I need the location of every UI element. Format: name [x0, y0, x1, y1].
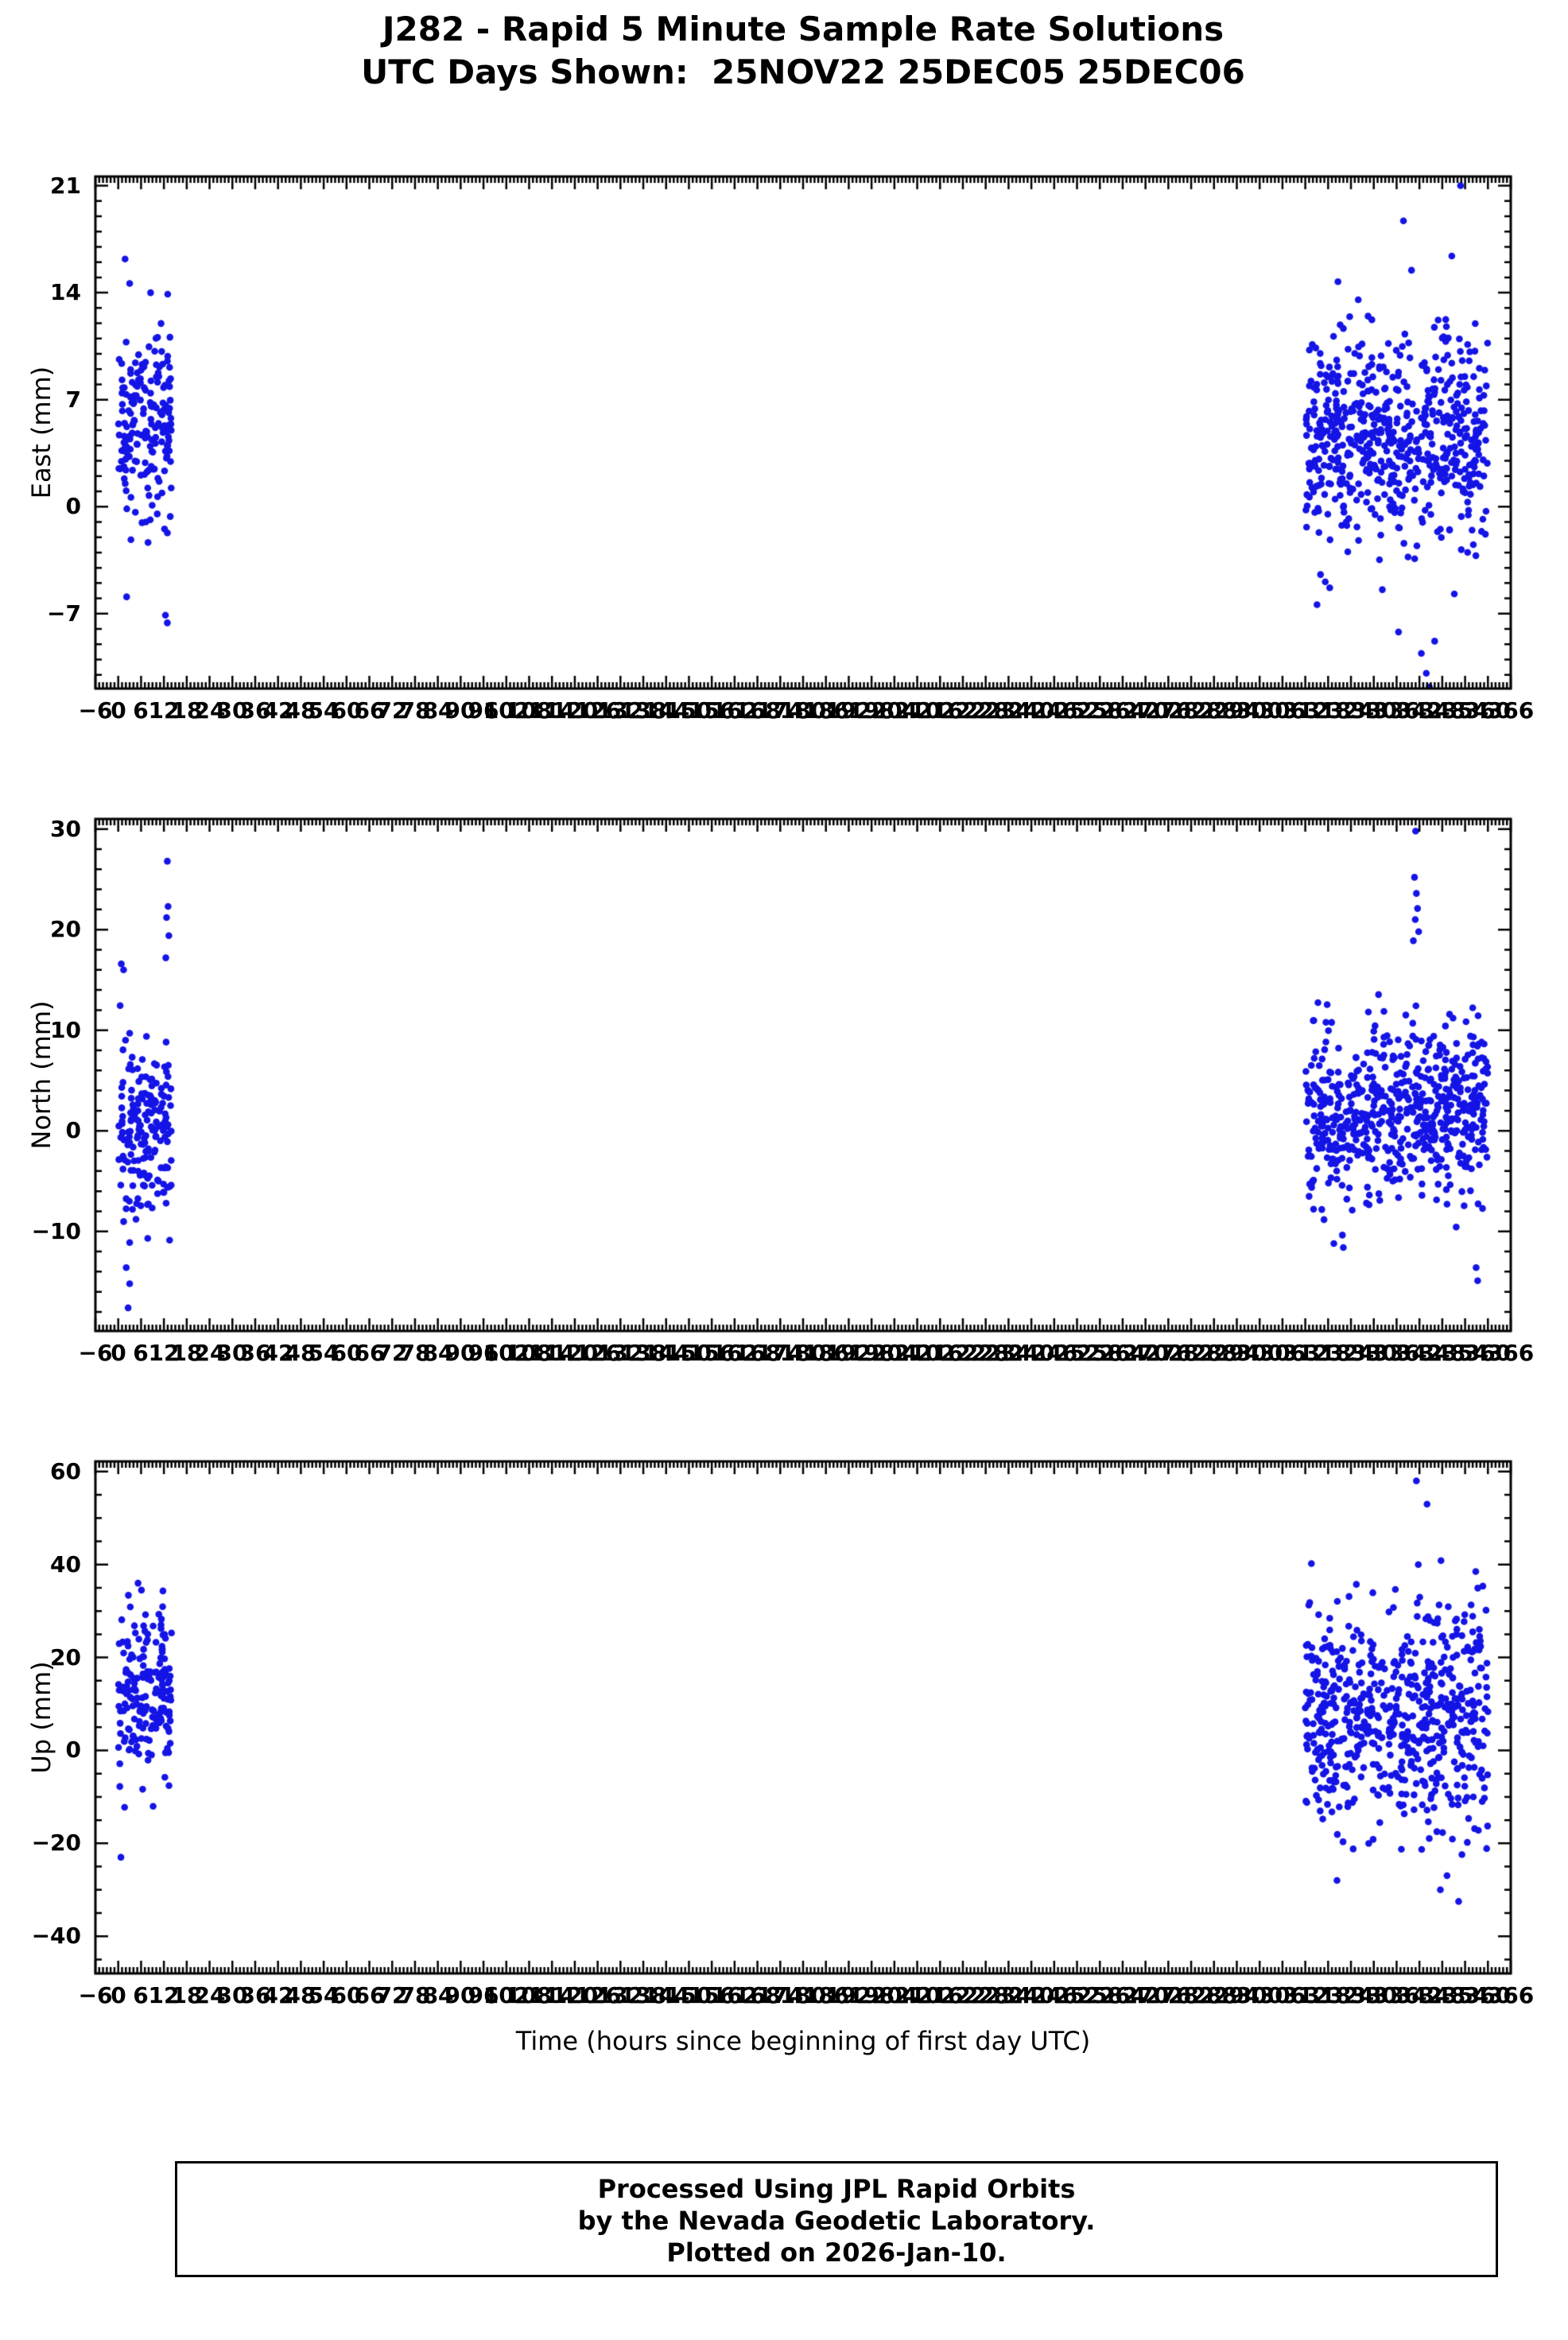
y-axis-label-north: North (mm)	[26, 1000, 56, 1150]
x-axis-title: Time (hours since beginning of first day…	[515, 2026, 1091, 2056]
footer-line-1: Processed Using JPL Rapid Orbits	[597, 2174, 1076, 2204]
y-axis-label-east: East (mm)	[26, 366, 56, 499]
footer-line-3: Plotted on 2026-Jan-10.	[666, 2237, 1007, 2268]
y-axis-label-up: Up (mm)	[26, 1661, 56, 1774]
footer-box: Processed Using JPL Rapid Orbits by the …	[175, 2161, 1498, 2277]
footer-line-2: by the Nevada Geodetic Laboratory.	[577, 2206, 1096, 2236]
